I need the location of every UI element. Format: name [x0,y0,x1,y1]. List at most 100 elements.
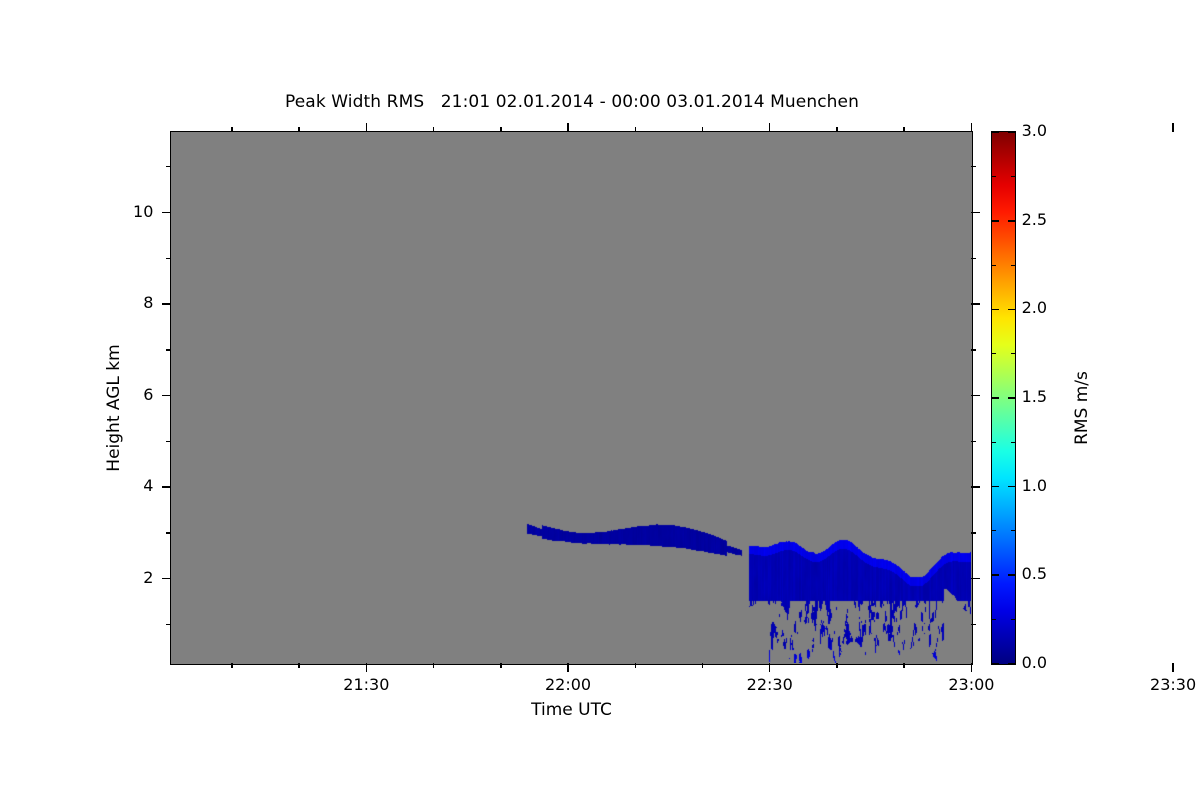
y-axis-label: Height AGL km [104,344,124,472]
y-tick-major-right [971,211,981,214]
colorbar-tick-label: 0.0 [1021,652,1048,672]
heatmap-data [171,132,971,663]
x-tick-minor-top [500,127,502,133]
x-tick-minor-top [836,127,838,133]
x-tick-minor-top [231,127,233,133]
colorbar-tick-major [1007,131,1015,134]
y-tick-major-right [971,303,981,305]
colorbar-tick-major-left [992,308,1000,311]
y-tick-minor [166,440,172,443]
y-tick-major [162,578,172,580]
y-tick-major [162,394,172,397]
x-tick-minor [231,663,233,669]
plot-area [170,131,973,665]
y-tick-minor [166,532,172,534]
colorbar-label: RMS m/s [1072,371,1092,445]
y-tick-major-right [971,486,981,488]
colorbar-tick-major-left [992,397,1000,399]
x-tick-minor-top [903,127,905,133]
colorbar-tick-major [1007,308,1015,311]
colorbar-tick-major-left [992,131,1000,134]
x-tick-minor [634,663,636,669]
colorbar-tick-label: 2.5 [1021,209,1048,229]
x-tick-major-top [1172,123,1174,133]
x-tick-major [365,663,368,673]
x-tick-minor [836,663,838,669]
y-tick-label: 6 [143,384,154,404]
y-tick-label: 10 [133,201,154,221]
colorbar-tick-label: 0.5 [1021,564,1048,584]
x-tick-minor-top [298,127,300,133]
y-tick-major [162,211,172,214]
colorbar-tick-major-left [992,574,1000,576]
x-tick-label: 23:30 [1150,675,1197,695]
colorbar-tick-minor-left [992,441,997,443]
colorbar-tick-major [1007,220,1015,222]
y-tick-minor-right [971,349,977,351]
colorbar-tick-label: 1.5 [1021,387,1048,406]
colorbar-tick-minor-left [992,175,997,178]
colorbar-tick-minor-left [992,264,997,266]
colorbar-tick-major [1007,397,1015,399]
y-tick-minor-right [971,166,977,168]
y-tick-minor [166,166,172,168]
colorbar-tick-label: 2.0 [1021,298,1048,318]
y-tick-major [162,303,172,305]
x-tick-minor-top [432,127,435,133]
x-tick-label: 21:30 [343,675,390,695]
x-tick-label: 22:30 [746,675,793,695]
colorbar-tick-minor-left [992,353,997,355]
y-tick-label: 8 [143,293,154,313]
y-tick-major-right [971,394,981,397]
x-tick-minor [500,663,502,669]
colorbar-tick-minor [1010,441,1015,443]
x-tick-minor-top [634,127,636,133]
x-tick-minor-top [701,127,704,133]
y-tick-label: 2 [143,567,154,587]
colorbar-gradient [992,132,1015,664]
colorbar-tick-major-left [992,220,1000,222]
y-tick-minor-right [971,532,977,534]
y-tick-minor-right [971,257,977,259]
x-axis-label: Time UTC [531,700,612,720]
y-tick-minor-right [971,623,977,626]
y-tick-minor-right [971,440,977,443]
x-tick-label: 23:00 [948,675,995,695]
x-tick-major [769,663,771,673]
colorbar-tick-major [1007,485,1015,488]
colorbar-tick-minor-left [992,618,997,621]
y-tick-label: 4 [143,476,154,496]
colorbar-tick-minor [1010,530,1015,532]
y-tick-minor [166,257,172,259]
colorbar-tick-label: 1.0 [1021,475,1048,495]
colorbar-tick-major [1007,574,1015,576]
x-tick-minor [432,663,435,669]
y-tick-major-right [971,578,981,580]
x-tick-major-top [769,123,771,133]
colorbar-tick-major [1007,662,1015,665]
colorbar-tick-label: 3.0 [1021,121,1048,141]
y-tick-minor [166,623,172,626]
x-tick-major [1172,663,1174,673]
x-tick-major-top [567,123,569,133]
x-tick-minor [701,663,704,669]
x-tick-minor [298,663,300,669]
colorbar [991,131,1016,665]
colorbar-tick-major-left [992,485,1000,488]
x-tick-major-top [365,123,368,133]
colorbar-tick-major-left [992,662,1000,665]
x-tick-major [567,663,569,673]
x-tick-minor [903,663,905,669]
colorbar-tick-minor-left [992,530,997,532]
colorbar-tick-minor [1010,264,1015,266]
y-tick-minor [166,349,172,351]
x-tick-major-top [970,123,973,133]
page-title: Peak Width RMS 21:01 02.01.2014 - 00:00 … [285,92,859,112]
x-tick-major [970,663,973,673]
colorbar-tick-minor [1010,618,1015,621]
colorbar-tick-minor [1010,175,1015,178]
x-tick-label: 22:00 [544,675,592,695]
y-tick-major [162,486,172,488]
colorbar-tick-minor [1010,353,1015,355]
